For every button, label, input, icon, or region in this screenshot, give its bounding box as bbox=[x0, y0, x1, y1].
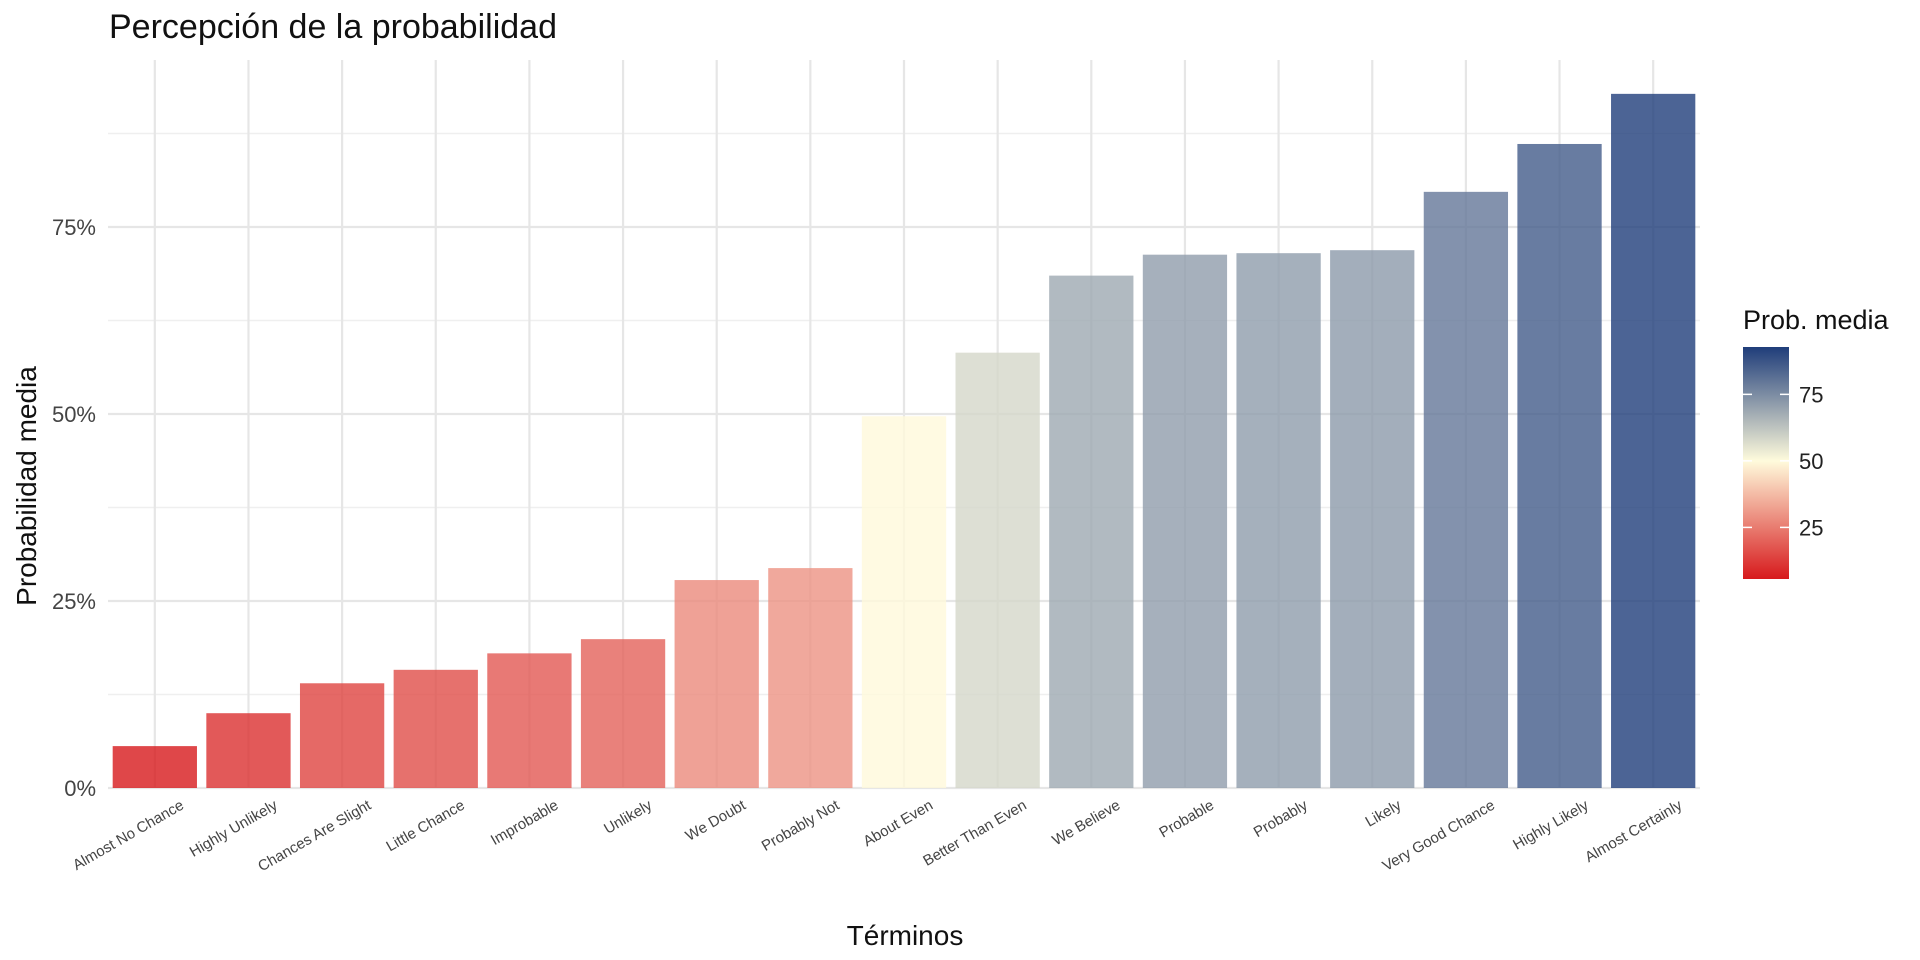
bar-probably-not bbox=[768, 568, 853, 788]
bar-almost-certainly bbox=[1611, 93, 1696, 788]
bar-chances-are-slight bbox=[299, 683, 385, 788]
bar-probable bbox=[1142, 254, 1228, 788]
bar-improbable bbox=[487, 653, 572, 788]
bar-we-believe bbox=[1049, 275, 1134, 788]
y-tick-label: 50% bbox=[52, 402, 96, 427]
x-tick-label: We Doubt bbox=[683, 796, 750, 844]
bar-unlikely bbox=[580, 639, 666, 788]
x-tick-label: Improbable bbox=[488, 797, 561, 849]
y-tick-label: 25% bbox=[52, 589, 96, 614]
bar-highly-unlikely bbox=[206, 713, 291, 788]
bars bbox=[112, 93, 1696, 789]
x-axis-title: Términos bbox=[847, 920, 964, 951]
bar-likely bbox=[1330, 250, 1415, 789]
x-tick-label: About Even bbox=[860, 797, 936, 851]
x-tick-label: Little Chance bbox=[383, 797, 467, 856]
y-tick-label: 0% bbox=[64, 776, 96, 801]
legend-color-bar bbox=[1743, 347, 1789, 579]
x-tick-label: Probably bbox=[1251, 796, 1311, 841]
legend-title: Prob. media bbox=[1743, 305, 1890, 335]
bar-highly-likely bbox=[1517, 143, 1602, 789]
x-tick-label: We Believe bbox=[1049, 797, 1123, 850]
x-tick-label: Unlikely bbox=[601, 796, 655, 837]
color-legend: Prob. media 25 50 75 bbox=[1743, 305, 1890, 579]
legend-tick-label: 75 bbox=[1799, 382, 1823, 407]
x-tick-label: Probable bbox=[1156, 797, 1217, 842]
x-tick-label: Highly Unlikely bbox=[187, 796, 281, 860]
y-tick-label: 75% bbox=[52, 215, 96, 240]
x-tick-label: Likely bbox=[1363, 796, 1405, 830]
legend-tick-label: 50 bbox=[1799, 449, 1823, 474]
bar-we-doubt bbox=[674, 580, 759, 788]
chart-title: Percepción de la probabilidad bbox=[109, 8, 557, 46]
y-axis-title: Probabilidad media bbox=[11, 366, 42, 606]
bar-about-even bbox=[861, 416, 947, 788]
bar-better-than-even bbox=[955, 352, 1040, 788]
x-tick-label: Highly Likely bbox=[1510, 796, 1592, 853]
bar-little-chance bbox=[393, 669, 478, 788]
y-axis-ticks: 0% 25% 50% 75% bbox=[52, 215, 96, 801]
bar-almost-no-chance bbox=[112, 746, 197, 788]
legend-tick-label: 25 bbox=[1799, 515, 1823, 540]
x-tick-label: Almost Certainly bbox=[1582, 796, 1686, 866]
legend-ticks: 25 50 75 bbox=[1743, 382, 1823, 540]
x-tick-label: Almost No Chance bbox=[70, 797, 187, 874]
x-tick-label: Probably Not bbox=[759, 796, 843, 854]
x-tick-label: Better Than Even bbox=[920, 797, 1029, 870]
bar-very-good-chance bbox=[1423, 191, 1509, 788]
bar-probably bbox=[1236, 253, 1321, 788]
